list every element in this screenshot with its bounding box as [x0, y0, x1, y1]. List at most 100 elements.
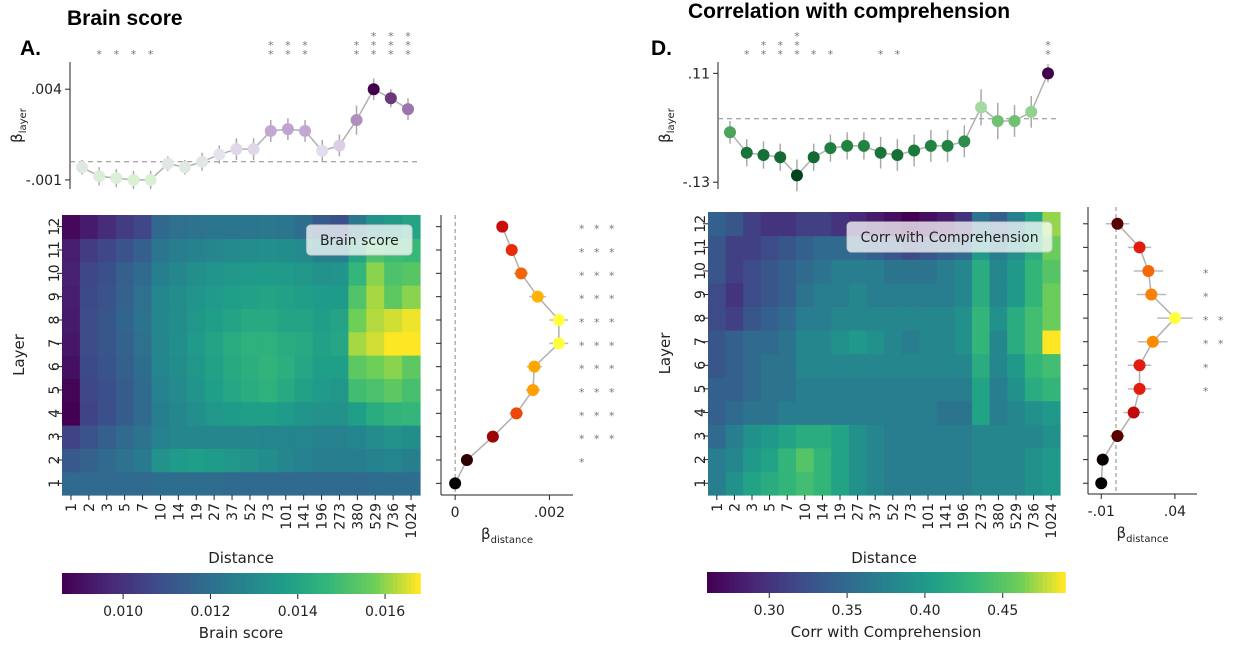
heatmap-cell — [115, 378, 135, 403]
heatmap-cell — [402, 308, 421, 333]
significance-star: * — [777, 48, 783, 61]
heatmap-cell — [972, 400, 991, 425]
colorbar-segment — [841, 572, 847, 593]
x-tick-label: 1 — [64, 503, 80, 512]
heatmap-cell — [796, 235, 815, 260]
data-point — [230, 143, 243, 156]
legend-box — [306, 224, 413, 256]
heatmap-cell — [276, 331, 296, 356]
y-tick-label: 6 — [693, 361, 709, 370]
significance-star: * — [285, 39, 291, 52]
data-point — [333, 139, 346, 152]
heatmap-cell — [205, 308, 224, 333]
significance-star: * — [302, 48, 308, 61]
heatmap-cell — [330, 331, 349, 356]
heatmap-cell — [115, 401, 135, 426]
significance-star: * * * — [579, 223, 618, 236]
heatmap-cell — [223, 215, 242, 239]
colorbar-segment — [406, 573, 412, 594]
significance-star: * — [794, 30, 800, 43]
heatmap-cell — [901, 447, 920, 473]
colorbar-segment — [930, 572, 937, 593]
heatmap-cell — [954, 353, 973, 378]
colorbar-segment — [348, 573, 354, 594]
data-point — [841, 139, 854, 152]
significance-star: * — [1045, 48, 1051, 61]
heatmap-cell — [708, 212, 727, 237]
heatmap-cell — [743, 329, 762, 355]
significance-star: * * * — [579, 433, 618, 446]
y-tick-label: 9 — [47, 292, 63, 301]
heatmap-cell — [366, 285, 385, 309]
heatmap-cell — [187, 238, 206, 263]
heatmap-cell — [866, 353, 885, 378]
heatmap-cell — [778, 329, 797, 355]
heatmap-cell — [866, 282, 885, 307]
heatmap-cell — [936, 377, 955, 402]
heatmap-cell — [972, 471, 991, 496]
y-tick-label: 9 — [693, 290, 709, 299]
colorbar-segment — [232, 573, 238, 594]
heatmap-cell — [972, 424, 991, 449]
colorbar-segment — [751, 572, 758, 593]
heatmap-cell — [348, 448, 367, 473]
x-tick-label: 196 — [956, 503, 972, 530]
heatmap-cell — [133, 261, 153, 286]
significance-star: * — [371, 30, 377, 43]
significance-star: * — [811, 48, 817, 61]
heatmap-cell — [725, 282, 744, 307]
x-tick-label: 529 — [368, 503, 384, 530]
heatmap-cell — [743, 259, 762, 284]
heatmap-cell — [989, 400, 1008, 425]
colorbar-segment — [742, 572, 749, 593]
heatmap-cell — [743, 235, 762, 260]
heatmap-cell — [312, 261, 332, 286]
heatmap-cell — [743, 447, 762, 473]
data-point — [958, 135, 971, 148]
data-point — [496, 220, 509, 233]
heatmap-cell — [813, 329, 832, 355]
colorbar-segment — [249, 573, 256, 594]
heatmap-cell — [743, 282, 762, 307]
colorbar-segment — [388, 573, 394, 594]
heatmap-cell — [848, 424, 867, 449]
heatmap-cell — [743, 400, 762, 425]
heatmap-cell — [79, 238, 99, 263]
colorbar-segment — [115, 573, 121, 594]
colorbar-segment — [147, 573, 153, 594]
data-point — [874, 146, 887, 159]
heatmap-cell — [725, 447, 744, 473]
y-tick-label: 1 — [693, 479, 709, 488]
y-tick-label: .004 — [31, 82, 62, 98]
heatmap-cell — [294, 308, 314, 333]
x-tick-label: 3 — [745, 503, 761, 512]
heatmap-cell — [848, 400, 867, 425]
colorbar-segment — [1051, 572, 1057, 593]
x-tick-label: 1024 — [404, 503, 420, 539]
colorbar-label: Corr with Comprehension — [791, 623, 982, 641]
heatmap-cell — [97, 238, 117, 263]
heatmap-cell — [330, 261, 349, 286]
heatmap-cell — [151, 471, 170, 496]
y-tick-label: 7 — [693, 337, 709, 346]
heatmap-cell — [954, 447, 973, 473]
heatmap-cell — [223, 331, 242, 356]
heatmap-cell — [62, 261, 81, 286]
heatmap-cell — [831, 353, 850, 378]
heatmap-cell — [1042, 353, 1061, 378]
heatmap-cell — [79, 215, 99, 239]
y-tick-label: 5 — [47, 386, 63, 395]
heatmap-cell — [1042, 329, 1061, 355]
colorbar-tick-label: 0.45 — [987, 603, 1018, 619]
colorbar-segment — [1002, 572, 1008, 593]
colorbar-segment — [102, 573, 108, 594]
heatmap-cell — [1007, 282, 1026, 307]
heatmap-cell — [62, 401, 81, 426]
heatmap-cell — [276, 448, 296, 473]
heatmap-cell — [813, 424, 832, 449]
x-axis-label: βdistance — [1117, 524, 1169, 545]
heatmap-cell — [115, 355, 135, 379]
heatmap-cell — [831, 235, 850, 260]
significance-star: * — [388, 39, 394, 52]
significance-star: * * * — [579, 269, 618, 282]
